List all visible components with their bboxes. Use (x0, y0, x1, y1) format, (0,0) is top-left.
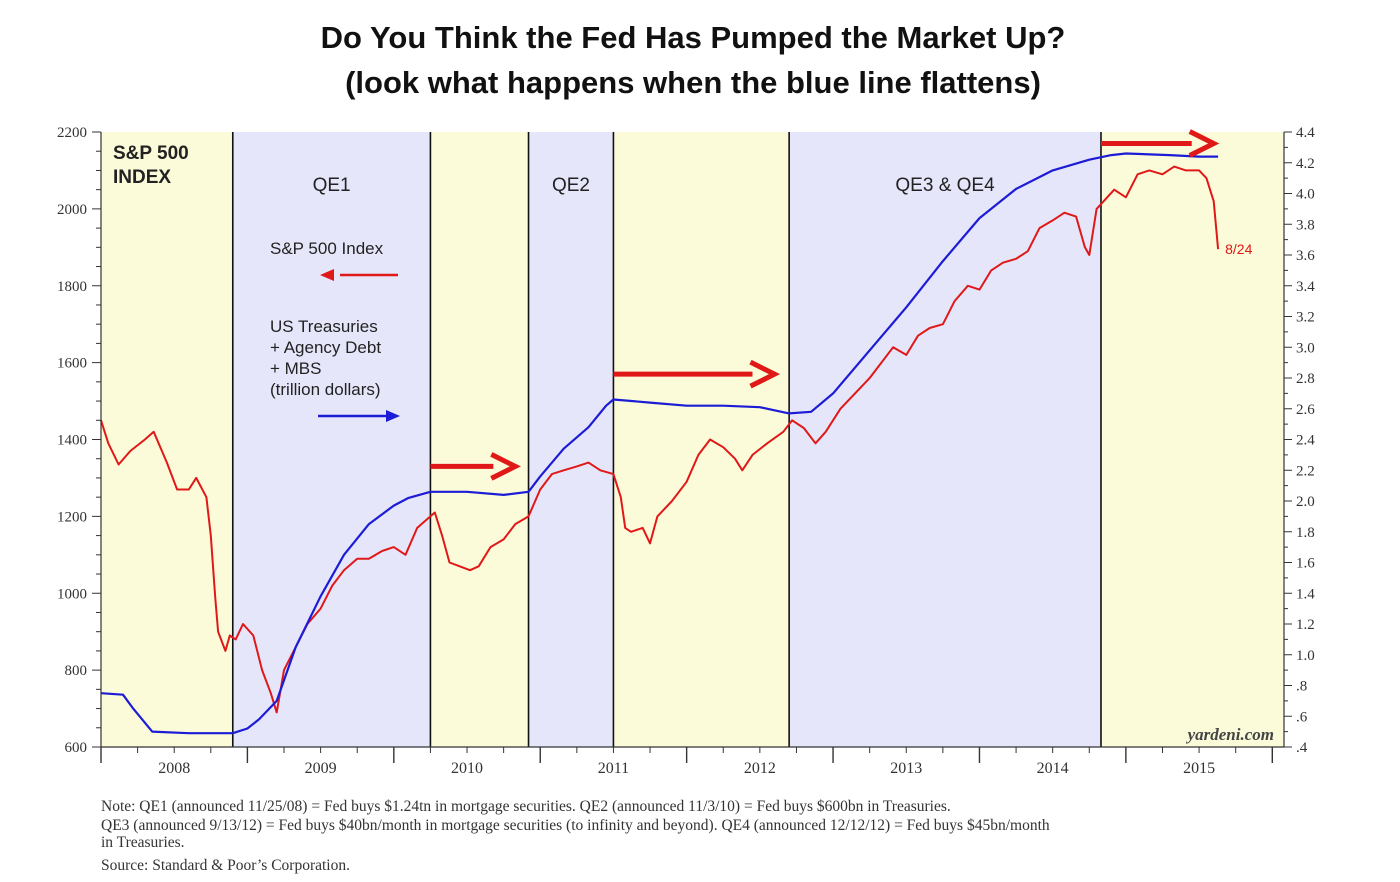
x-tick-label: 2014 (1037, 760, 1069, 777)
right-tick-label: 4.4 (1296, 125, 1315, 141)
note-line-4: Source: Standard & Poor’s Corporation. (101, 857, 350, 874)
right-tick-label: 3.4 (1296, 279, 1315, 295)
left-tick-label: 1200 (57, 509, 87, 525)
legend-treasuries-label: + MBS (270, 359, 322, 378)
left-tick-label: 600 (65, 740, 88, 756)
legend-treasuries-label: US Treasuries (270, 317, 378, 336)
source-watermark: yardeni.com (1186, 725, 1274, 744)
region-label: QE3 & QE4 (895, 175, 995, 196)
data-series (100, 152, 1220, 735)
qe-regions (101, 132, 1284, 747)
sp500-line (100, 165, 1220, 714)
index-label: INDEX (113, 167, 171, 188)
region-band (528, 132, 614, 747)
legend-treasuries-label: (trillion dollars) (270, 380, 381, 399)
end-date-label: 8/24 (1225, 241, 1252, 257)
x-tick-label: 2010 (451, 760, 483, 777)
qe-sp500-chart: QE1 QE2 QE3 & QE4 S&P 500 INDEX 600 800 1000 12… (57, 125, 1315, 777)
right-tick-label: .6 (1296, 709, 1308, 725)
right-tick-label: .8 (1296, 679, 1307, 695)
annotations: 8/24 yardeni.com (1186, 241, 1274, 744)
left-tick-label: 800 (65, 663, 88, 679)
region-band (789, 132, 1101, 747)
flat-arrow-head (749, 359, 781, 389)
right-tick-label: 3.2 (1296, 310, 1315, 326)
legend-treasuries-arrow-head (386, 410, 400, 422)
right-tick-label: 3.6 (1296, 248, 1315, 264)
chart-legend: S&P 500 Index US Treasuries + Agency Debt +… (270, 239, 400, 422)
right-tick-label: 3.0 (1296, 340, 1315, 356)
index-label: S&P 500 (113, 143, 189, 164)
right-tick-label: .4 (1296, 740, 1308, 756)
chart-title-line-1: Do You Think the Fed Has Pumped the Mark… (320, 20, 1066, 55)
note-line-3: in Treasuries. (101, 834, 185, 851)
flat-arrow-head (1188, 129, 1220, 158)
region-label: QE1 (313, 175, 351, 196)
region-band (1100, 132, 1284, 747)
left-tick-label: 1800 (57, 279, 87, 295)
x-tick-label: 2011 (598, 760, 629, 777)
right-tick-label: 3.8 (1296, 217, 1315, 233)
right-tick-label: 2.8 (1296, 371, 1315, 387)
right-tick-label: 2.2 (1296, 463, 1315, 479)
region-band (430, 132, 529, 747)
left-tick-label: 1600 (57, 356, 87, 372)
note-line-1: Note: QE1 (announced 11/25/08) = Fed buy… (101, 798, 951, 815)
legend-sp500-label: S&P 500 Index (270, 239, 384, 258)
fed-holdings-line (100, 152, 1219, 735)
left-tick-label: 1000 (57, 586, 87, 602)
x-tick-label: 2013 (890, 760, 922, 777)
right-tick-label: 1.8 (1296, 525, 1315, 541)
region-band (613, 132, 790, 747)
right-tick-label: 4.2 (1296, 156, 1315, 172)
left-tick-label: 1400 (57, 433, 87, 449)
flat-arrow-head (490, 452, 521, 481)
chart-title-line-2: (look what happens when the blue line fl… (345, 65, 1041, 100)
right-tick-label: 1.2 (1296, 617, 1315, 633)
right-tick-label: 2.6 (1296, 402, 1315, 418)
right-tick-label: 1.0 (1296, 648, 1315, 664)
left-tick-label: 2000 (57, 202, 87, 218)
region-labels: QE1 QE2 QE3 & QE4 S&P 500 INDEX (113, 143, 995, 196)
left-tick-label: 2200 (57, 125, 87, 141)
region-band (232, 132, 431, 747)
note-line-2: QE3 (announced 9/13/12) = Fed buys $40bn… (101, 817, 1050, 834)
legend-treasuries-label: + Agency Debt (270, 338, 381, 357)
right-tick-label: 1.6 (1296, 556, 1315, 572)
x-tick-label: 2009 (305, 760, 337, 777)
legend-sp500-arrow-head (320, 269, 334, 281)
region-label: QE2 (552, 175, 590, 196)
right-tick-label: 4.0 (1296, 187, 1315, 203)
flat-period-arrows (430, 129, 1220, 481)
x-tick-label: 2012 (744, 760, 776, 777)
right-tick-label: 2.0 (1296, 494, 1315, 510)
right-tick-label: 2.4 (1296, 433, 1315, 449)
x-tick-label: 2015 (1183, 760, 1215, 777)
region-band (101, 132, 233, 747)
axes: 600 800 1000 1200 1400 1600 1800 2000 2200 .4 .6 .8… (57, 125, 1315, 777)
x-tick-label: 2008 (158, 760, 190, 777)
right-tick-label: 1.4 (1296, 586, 1315, 602)
